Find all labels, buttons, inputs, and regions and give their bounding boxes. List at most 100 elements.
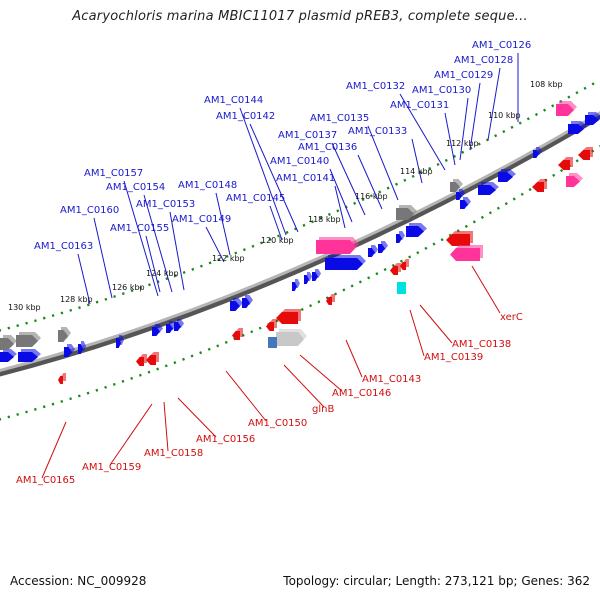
forward-gene-9-body <box>242 298 250 308</box>
reverse-gene-9-body <box>446 234 470 246</box>
reverse-label-0: xerC <box>500 312 523 323</box>
forward-label-1-leader <box>487 67 501 141</box>
reverse-gene-4-body <box>266 322 274 331</box>
forward-gene-1 <box>18 349 41 362</box>
forward-gene-5-body <box>152 327 160 336</box>
forward-gene-10-body <box>292 282 297 291</box>
inner-tick-arc <box>0 144 600 421</box>
reverse-label-2-leader <box>409 309 425 357</box>
reverse-gene-7-body <box>390 266 398 275</box>
forward-gene-12-body <box>312 272 318 281</box>
reverse-label-9-leader <box>109 403 153 466</box>
forward-gene-18-body <box>460 200 468 209</box>
reverse-gene-7 <box>390 263 401 275</box>
forward-label-18-leader <box>143 194 173 293</box>
reverse-label-7-leader <box>177 397 217 438</box>
reverse-label-1-leader <box>419 304 453 344</box>
forward-gene-20-body <box>498 172 513 182</box>
forward-gene-0 <box>0 349 17 362</box>
forward-label-3-leader <box>459 97 469 161</box>
forward-gene-11 <box>304 272 312 284</box>
reverse-label-10: AM1_C0165 <box>16 475 75 486</box>
reverse-label-8: AM1_C0158 <box>144 448 203 459</box>
misc-feature-1 <box>268 337 277 348</box>
reverse-gene-11-body <box>558 160 570 170</box>
forward-gene-7-body <box>174 322 181 331</box>
forward-label-4: AM1_C0131 <box>390 100 449 111</box>
reverse-gene-5 <box>276 309 301 324</box>
reverse-gene-1-body <box>136 357 144 366</box>
reverse-gene-0 <box>58 373 66 384</box>
forward-label-2: AM1_C0129 <box>434 70 493 81</box>
reverse-gene-5-body <box>276 312 298 324</box>
forward-gene-13 <box>325 255 366 270</box>
reverse-label-8-leader <box>163 401 169 452</box>
forward-gene-11-body <box>304 275 309 284</box>
tick-label: 120 kbp <box>261 236 294 245</box>
reverse-gene-8-body <box>400 262 406 270</box>
forward-gene-23-body <box>585 115 599 125</box>
misc-feature-2 <box>397 282 406 294</box>
leader-lines <box>41 53 519 479</box>
trna-gene-1 <box>450 245 483 261</box>
other-gene-3 <box>0 335 17 350</box>
forward-gene-24-body <box>456 192 462 200</box>
forward-gene-1-body <box>18 352 38 362</box>
reverse-gene-4 <box>266 319 277 331</box>
other-gene-4-body <box>16 335 38 347</box>
forward-gene-18 <box>460 197 471 209</box>
forward-label-11: AM1_C0141 <box>276 173 335 184</box>
reverse-label-3-leader <box>345 339 363 378</box>
forward-label-2-leader <box>469 82 481 151</box>
forward-gene-2-body <box>64 347 72 357</box>
trna-gene-3-body <box>566 176 580 187</box>
tick-label: 128 kbp <box>60 295 93 304</box>
forward-gene-4-body <box>116 338 121 348</box>
forward-gene-0-body <box>0 352 14 362</box>
forward-gene-5 <box>152 324 163 336</box>
forward-label-14-leader <box>269 205 283 241</box>
forward-gene-9 <box>242 295 253 308</box>
forward-label-8: AM1_C0136 <box>298 142 357 153</box>
forward-label-7-leader <box>367 125 399 201</box>
forward-label-14: AM1_C0145 <box>226 193 285 204</box>
forward-label-20: AM1_C0157 <box>84 168 143 179</box>
forward-gene-15-body <box>378 244 385 253</box>
map-title: Acaryochloris marina MBIC11017 plasmid p… <box>72 9 528 24</box>
reverse-label-9: AM1_C0159 <box>82 462 141 473</box>
forward-gene-14 <box>368 245 378 257</box>
other-gene-2 <box>58 327 71 342</box>
forward-gene-10 <box>292 279 300 291</box>
forward-label-12-leader <box>249 123 299 233</box>
forward-label-19-leader <box>145 235 161 293</box>
forward-gene-12 <box>312 269 321 281</box>
tick-label: 122 kbp <box>212 254 245 263</box>
forward-gene-2 <box>64 344 75 357</box>
forward-gene-7 <box>174 319 184 331</box>
forward-gene-23 <box>585 112 600 125</box>
forward-label-20-leader <box>123 180 159 297</box>
trna-gene-0 <box>316 237 359 254</box>
forward-gene-21-body <box>533 150 539 158</box>
forward-gene-15 <box>378 241 388 253</box>
tick-label: 108 kbp <box>530 80 563 89</box>
forward-label-9: AM1_C0137 <box>278 130 337 141</box>
forward-label-7: AM1_C0135 <box>310 113 369 124</box>
misc-feature-0-body <box>276 332 304 346</box>
forward-gene-19-body <box>478 185 496 195</box>
forward-label-5-leader <box>399 93 446 171</box>
forward-gene-3-body <box>78 344 83 354</box>
forward-label-13-leader <box>239 107 287 236</box>
reverse-gene-12 <box>578 147 593 160</box>
other-gene-4 <box>16 332 41 347</box>
other-gene-2-body <box>58 330 68 342</box>
reverse-label-6: AM1_C0150 <box>248 418 307 429</box>
reverse-label-7: AM1_C0156 <box>196 434 255 445</box>
forward-gene-22 <box>568 121 587 134</box>
reverse-gene-6 <box>326 294 335 305</box>
forward-label-4-leader <box>444 112 456 166</box>
accession-text: Accession: NC_009928 <box>10 574 147 588</box>
trna-gene-2 <box>556 101 577 116</box>
